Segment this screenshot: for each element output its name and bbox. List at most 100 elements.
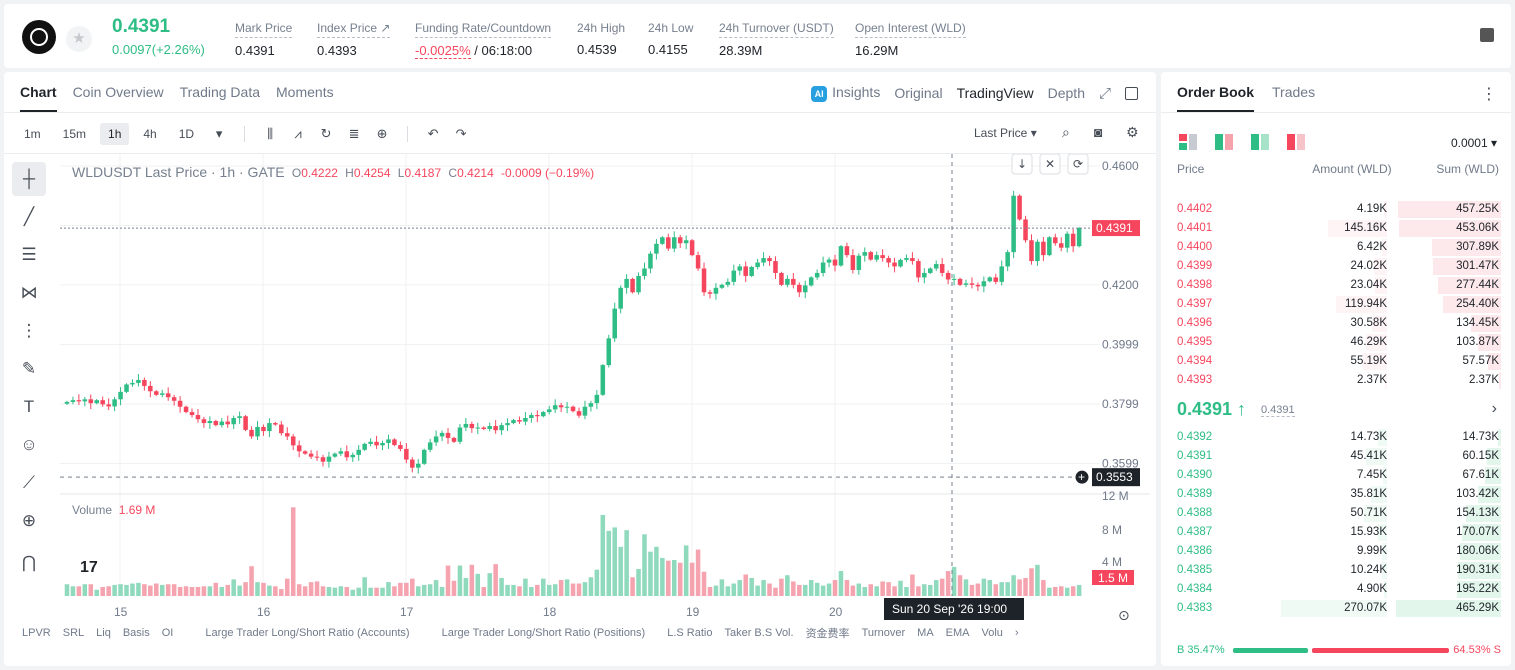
ask-row[interactable]: 0.4396 30.58K 134.45K bbox=[1161, 314, 1511, 333]
zoom-icon[interactable]: ⊕ bbox=[21, 511, 37, 530]
bid-row[interactable]: 0.4383 270.07K 465.29K bbox=[1161, 599, 1511, 618]
camera-icon[interactable]: ◙ bbox=[1094, 124, 1103, 140]
ask-row[interactable]: 0.4394 55.19K 57.57K bbox=[1161, 352, 1511, 371]
candle-type-icon[interactable]: ⫼ bbox=[267, 126, 274, 141]
view-bids-icon[interactable] bbox=[1251, 134, 1269, 150]
view-both-icon[interactable] bbox=[1179, 134, 1197, 150]
bid-row[interactable]: 0.4384 4.90K 195.22K bbox=[1161, 580, 1511, 599]
tab-chart[interactable]: Chart bbox=[20, 84, 57, 112]
candle-body bbox=[874, 255, 879, 260]
text-icon[interactable]: T bbox=[23, 397, 35, 416]
more-icon[interactable]: ⋮ bbox=[1481, 86, 1497, 103]
view-original[interactable]: Original bbox=[894, 85, 943, 101]
stat-label[interactable]: Index Price ↗ bbox=[317, 21, 391, 38]
replay-icon[interactable]: ↻ bbox=[320, 126, 332, 141]
fib-icon[interactable]: ⋮ bbox=[20, 321, 38, 340]
tab-trading-data[interactable]: Trading Data bbox=[179, 84, 261, 100]
emoji-icon[interactable]: ☺ bbox=[20, 435, 38, 454]
bid-row[interactable]: 0.4386 9.99K 180.06K bbox=[1161, 542, 1511, 561]
buy-sell-ratio: B 35.47% 64.53% S bbox=[1177, 644, 1501, 658]
bid-row[interactable]: 0.4389 35.81K 103.42K bbox=[1161, 485, 1511, 504]
volume-bar bbox=[761, 580, 766, 596]
indicator-ls-ratio[interactable]: L.S Ratio bbox=[667, 627, 713, 639]
indicator-srl[interactable]: SRL bbox=[62, 627, 85, 639]
redo-icon[interactable]: ↷ bbox=[455, 126, 467, 141]
ask-row[interactable]: 0.4398 23.04K 277.44K bbox=[1161, 276, 1511, 295]
tab-coin-overview[interactable]: Coin Overview bbox=[72, 84, 164, 100]
ask-row[interactable]: 0.4399 24.02K 301.47K bbox=[1161, 257, 1511, 276]
indicator-ma[interactable]: MA bbox=[917, 627, 934, 639]
pattern-icon[interactable]: ⋈ bbox=[20, 283, 38, 302]
view-asks-icon[interactable] bbox=[1287, 134, 1305, 150]
bid-row[interactable]: 0.4387 15.93K 170.07K bbox=[1161, 523, 1511, 542]
indicator-liq[interactable]: Liq bbox=[96, 627, 111, 639]
interval-1h[interactable]: 1h bbox=[100, 123, 130, 145]
ask-row[interactable]: 0.4402 4.19K 457.25K bbox=[1161, 200, 1511, 219]
tab-order-book[interactable]: Order Book bbox=[1177, 84, 1255, 112]
indicator-lpvr[interactable]: LPVR bbox=[22, 627, 51, 639]
bid-row[interactable]: 0.4392 14.73K 14.73K bbox=[1161, 428, 1511, 447]
add-alert-icon[interactable]: ⊕ bbox=[376, 126, 388, 141]
tick-size-select[interactable]: 0.0001 ▾ bbox=[1450, 136, 1497, 150]
view-depth[interactable]: Depth bbox=[1047, 85, 1085, 101]
chevron-right-icon[interactable]: › bbox=[1491, 400, 1497, 417]
bid-row[interactable]: 0.4385 10.24K 190.31K bbox=[1161, 561, 1511, 580]
document-icon[interactable] bbox=[1480, 28, 1494, 42]
bid-row[interactable]: 0.4388 50.71K 154.13K bbox=[1161, 504, 1511, 523]
expand-icon[interactable]: ⤢ bbox=[1098, 84, 1111, 102]
insights-button[interactable]: AI Insights bbox=[811, 84, 880, 102]
bid-row[interactable]: 0.4391 45.41K 60.15K bbox=[1161, 447, 1511, 466]
row-price: 0.4388 bbox=[1177, 507, 1213, 519]
bid-row[interactable]: 0.4390 7.45K 67.61K bbox=[1161, 466, 1511, 485]
horizontal-lines-icon[interactable]: ☰ bbox=[21, 245, 37, 264]
interval-1m[interactable]: 1m bbox=[24, 127, 41, 141]
candle-body bbox=[713, 287, 719, 294]
ask-row[interactable]: 0.4395 46.29K 103.87K bbox=[1161, 333, 1511, 352]
undo-icon[interactable]: ↶ bbox=[427, 126, 439, 141]
volume-bar bbox=[666, 560, 671, 596]
price-type-select[interactable]: Last Price ▾ bbox=[974, 126, 1037, 140]
indicator-oi[interactable]: OI bbox=[161, 627, 174, 639]
ask-row[interactable]: 0.4401 145.16K 453.06K bbox=[1161, 219, 1511, 238]
ask-row[interactable]: 0.4400 6.42K 307.89K bbox=[1161, 238, 1511, 257]
row-sum: 60.15K bbox=[1462, 450, 1499, 462]
magnet-icon[interactable]: ⋂ bbox=[22, 553, 36, 572]
indicator-ema[interactable]: EMA bbox=[945, 627, 970, 639]
crosshair-icon[interactable]: ┼ bbox=[12, 162, 46, 196]
stat-label[interactable]: Open Interest (WLD) bbox=[855, 21, 966, 38]
gear-icon[interactable]: ⚙ bbox=[1126, 124, 1139, 140]
interval-dropdown-icon[interactable]: ▾ bbox=[215, 126, 223, 141]
trendline-icon[interactable]: ╱ bbox=[23, 207, 35, 226]
tab-moments[interactable]: Moments bbox=[276, 84, 334, 100]
brush-icon[interactable]: ✎ bbox=[21, 359, 37, 378]
volume-bar bbox=[1017, 579, 1022, 596]
x-tick-label: 20 bbox=[829, 605, 843, 619]
interval-4h[interactable]: 4h bbox=[143, 127, 157, 141]
volume-bar bbox=[785, 575, 790, 596]
volume-bar bbox=[671, 559, 677, 596]
ask-row[interactable]: 0.4397 119.94K 254.40K bbox=[1161, 295, 1511, 314]
indicators-icon[interactable]: ⩘ bbox=[294, 126, 302, 141]
ask-row[interactable]: 0.4393 2.37K 2.37K bbox=[1161, 371, 1511, 390]
templates-icon[interactable]: ≣ bbox=[348, 126, 360, 141]
indicator-taker-vol[interactable]: Taker B.S Vol. bbox=[724, 627, 794, 639]
stat-label[interactable]: Funding Rate/Countdown bbox=[415, 21, 552, 38]
indicator-turnover[interactable]: Turnover bbox=[861, 627, 906, 639]
view-both-alt-icon[interactable] bbox=[1215, 134, 1233, 150]
indicator-funding-rate[interactable]: 资金费率 bbox=[805, 628, 850, 640]
candlestick-chart[interactable]: 0.4600 0.4200 0.3999 0.3799 0.3599 0.4391 0.35… bbox=[60, 154, 1156, 624]
ruler-icon[interactable]: ⟋ bbox=[23, 473, 35, 492]
indicator-large-trader-positions[interactable]: Large Trader Long/Short Ratio (Positions… bbox=[441, 627, 646, 639]
interval-15m[interactable]: 15m bbox=[62, 127, 87, 141]
window-icon[interactable] bbox=[1125, 86, 1138, 100]
view-tradingview[interactable]: TradingView bbox=[956, 85, 1034, 101]
indicator-large-trader-accounts[interactable]: Large Trader Long/Short Ratio (Accounts) bbox=[205, 627, 410, 639]
tab-trades[interactable]: Trades bbox=[1272, 84, 1316, 100]
stat-label[interactable]: Mark Price bbox=[235, 21, 293, 38]
favorite-star-icon[interactable]: ★ bbox=[66, 26, 92, 52]
chevron-right-icon[interactable]: › bbox=[1014, 627, 1019, 639]
interval-1d[interactable]: 1D bbox=[178, 127, 195, 141]
indicator-volume[interactable]: Volu bbox=[981, 627, 1003, 639]
indicator-basis[interactable]: Basis bbox=[122, 627, 150, 639]
search-icon[interactable]: ⌕ bbox=[1062, 124, 1070, 140]
